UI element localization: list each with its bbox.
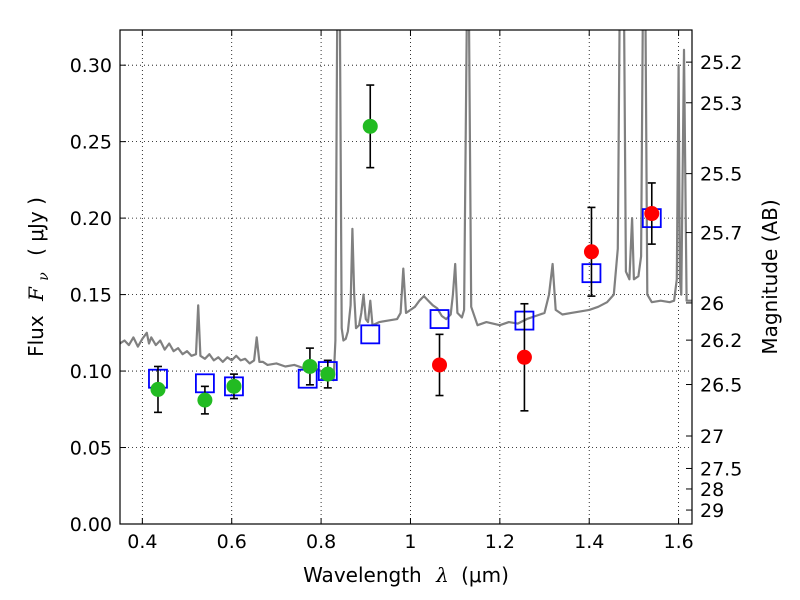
observed-flux-point-red — [644, 206, 660, 222]
observed-flux-point-green — [320, 366, 336, 382]
y2-tick-label: 29 — [700, 500, 724, 522]
observed-flux-point-red — [432, 357, 448, 373]
y-tick-label: 0.10 — [70, 361, 112, 383]
spectrum-line — [120, 30, 692, 382]
axis-ticks: 0.4 0.6 0.8 1 1.2 1.4 1.6 0.00 0.05 0.10 0.15 0.20 0… — [70, 30, 742, 553]
x-tick-label: 1.4 — [574, 531, 604, 553]
y2-tick-label: 27 — [700, 426, 724, 448]
x-axis-label: Wavelength λ (μm) — [303, 563, 509, 587]
observed-flux-point-green — [150, 381, 166, 397]
y-axis-label-symbol-sub: ν — [36, 272, 52, 281]
observed-flux-point-green — [362, 118, 378, 134]
grid-lines — [120, 30, 692, 525]
x-axis-label-unit: (μm) — [461, 563, 509, 587]
y-tick-label: 0.30 — [70, 55, 112, 77]
y2-tick-label: 25.3 — [700, 93, 742, 115]
y-axis-label-symbol: F — [24, 286, 48, 302]
x-tick-label: 0.4 — [127, 531, 157, 553]
x-tick-label: 1.6 — [663, 531, 693, 553]
y2-tick-label: 26.5 — [700, 375, 742, 397]
y-axis-label-unit: ( μJy ) — [24, 197, 48, 256]
x-axis-label-main: Wavelength — [303, 563, 422, 587]
x-axis-label-symbol: λ — [435, 563, 449, 587]
x-tick-label: 1 — [404, 531, 416, 553]
y2-tick-label: 26 — [700, 293, 724, 315]
y-tick-label: 0.00 — [70, 514, 112, 536]
y2-tick-label: 25.2 — [700, 52, 742, 74]
model-flux-box — [429, 309, 450, 329]
x-tick-label: 0.8 — [306, 531, 336, 553]
observed-flux-point-green — [302, 358, 318, 374]
y-tick-label: 0.25 — [70, 132, 112, 154]
y2-tick-label: 25.7 — [700, 223, 742, 245]
y2-tick-label: 27.5 — [700, 458, 742, 480]
y-axis-label-main: Flux — [24, 315, 48, 357]
plot-data — [120, 30, 692, 415]
observed-flux-point-green — [197, 392, 213, 408]
y2-tick-label: 26.2 — [700, 330, 742, 352]
y2-axis-label: Magnitude (AB) — [758, 199, 782, 354]
y-axis-label: Flux F ν ( μJy ) — [24, 197, 53, 357]
observed-flux-point-red — [516, 349, 532, 365]
x-tick-label: 0.6 — [217, 531, 247, 553]
y2-tick-label: 25.5 — [700, 164, 742, 186]
observed-flux-point-red — [583, 244, 599, 260]
model-flux-box — [360, 324, 381, 345]
observed-flux-point-green — [226, 378, 242, 394]
y2-tick-label: 28 — [700, 479, 724, 501]
x-tick-label: 1.2 — [485, 531, 515, 553]
plot-frame — [119, 29, 693, 525]
y-tick-label: 0.20 — [70, 208, 112, 230]
y-tick-label: 0.15 — [70, 285, 112, 307]
y-tick-label: 0.05 — [70, 438, 112, 460]
